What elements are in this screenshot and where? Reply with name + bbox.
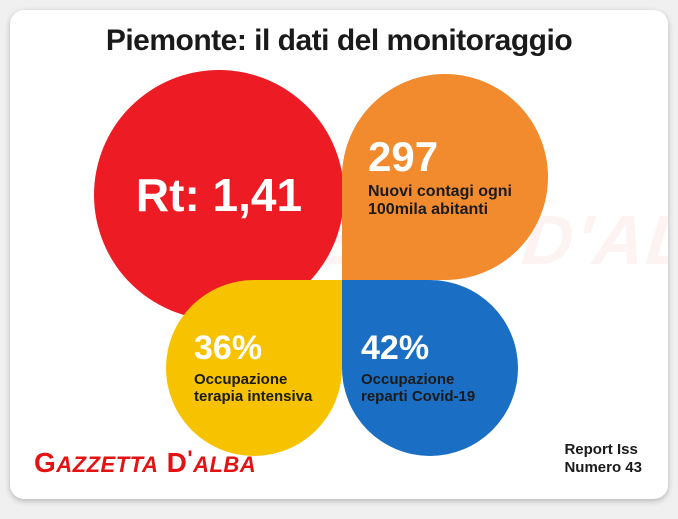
new-cases-value: 297 <box>368 135 530 179</box>
page-title: Piemonte: il dati del monitoraggio <box>10 24 668 58</box>
brand-cap1: G <box>34 447 56 478</box>
footnote-line1: Report Iss <box>564 441 642 459</box>
new-cases-label: Nuovi contagi ogni 100mila abitanti <box>368 183 530 220</box>
wards-label: Occupazione reparti Covid-19 <box>361 371 500 406</box>
brand-logo: GAZZETTA D'ALBA <box>34 447 256 479</box>
wards-value: 42% <box>361 331 500 367</box>
petal-icu: 36% Occupazione terapia intensiva <box>166 280 342 456</box>
icu-label: Occupazione terapia intensiva <box>194 371 328 406</box>
rt-value: Rt: 1,41 <box>136 171 302 219</box>
infographic-card: Piemonte: il dati del monitoraggio GAZZE… <box>10 10 668 499</box>
footnote-line2: Numero 43 <box>564 459 642 477</box>
brand-text2: ALBA <box>193 452 256 477</box>
report-footnote: Report Iss Numero 43 <box>564 441 642 477</box>
petal-wards: 42% Occupazione reparti Covid-19 <box>342 280 518 456</box>
brand-cap2: D <box>158 447 187 478</box>
brand-text1: AZZETTA <box>56 452 158 477</box>
brand-apos: ' <box>187 446 193 471</box>
icu-value: 36% <box>194 331 328 367</box>
petal-new-cases: 297 Nuovi contagi ogni 100mila abitanti <box>342 74 548 280</box>
